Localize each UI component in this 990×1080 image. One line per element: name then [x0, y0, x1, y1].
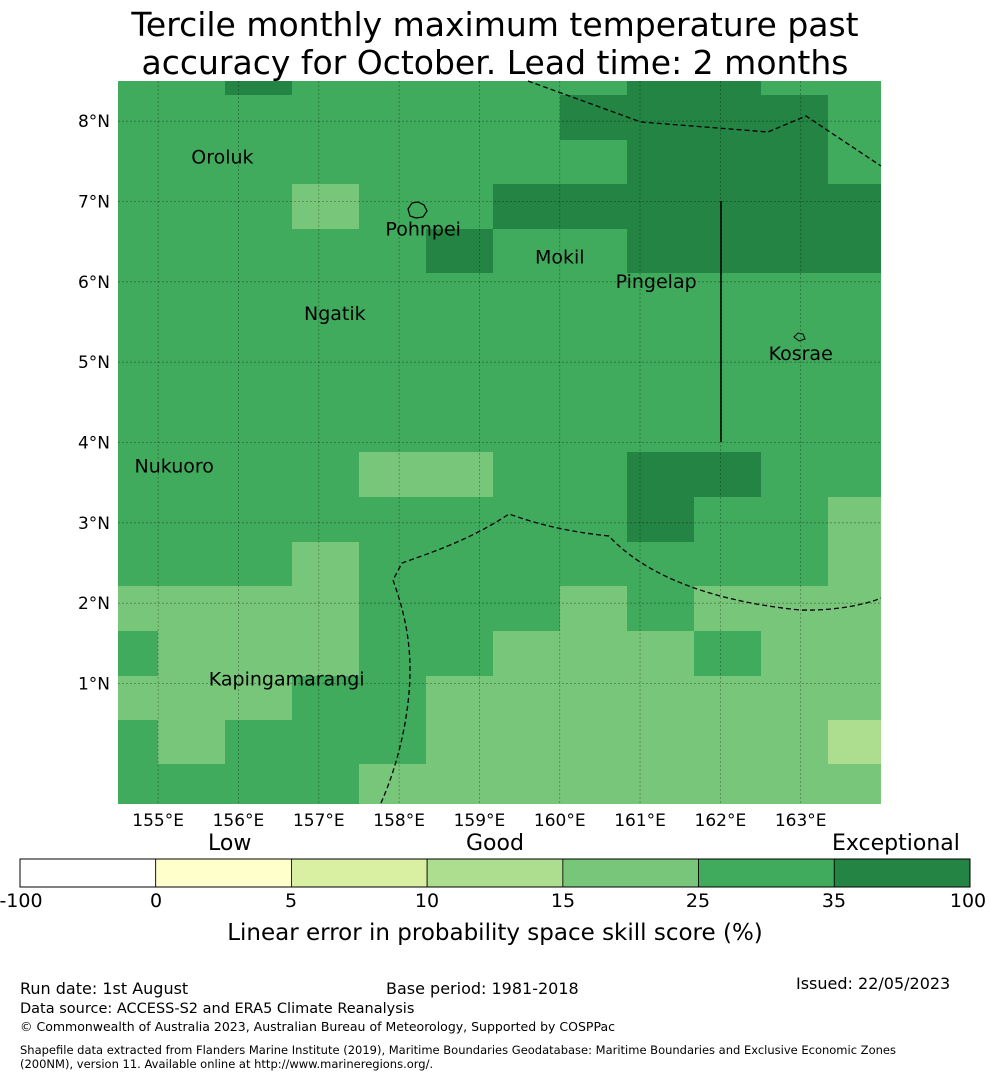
skill-cell [761, 631, 881, 676]
title-line-2: accuracy for October. Lead time: 2 month… [141, 43, 849, 82]
lat-tick-label: 1°N [78, 675, 110, 695]
skill-cell [627, 497, 694, 542]
category-low: Low [208, 831, 252, 856]
map-axes: 155°E 156°E 157°E 158°E 159°E 160°E 161°E 162°E… [78, 112, 827, 831]
skill-cell [828, 497, 881, 586]
lat-tick-label: 3°N [78, 514, 110, 534]
colorbar-swatch [291, 858, 428, 888]
category-exceptional: Exceptional [832, 831, 960, 856]
lon-tick-label: 158°E [373, 811, 425, 831]
lat-tick-label: 8°N [78, 112, 110, 132]
place-label: Nukuoro [135, 456, 214, 478]
lat-tick-label: 5°N [78, 353, 110, 373]
skill-cell [292, 184, 359, 229]
skill-cell [118, 676, 292, 720]
skill-cell [560, 586, 627, 631]
skill-cell [158, 631, 359, 676]
run-date: Run date: 1st August [20, 979, 189, 998]
skill-grid [118, 81, 881, 804]
copyright: © Commonwealth of Australia 2023, Austra… [20, 1019, 615, 1034]
lon-tick-label: 156°E [213, 811, 265, 831]
skill-cell [426, 229, 493, 273]
kosrae-island-outline [793, 332, 806, 342]
skill-cell [828, 720, 881, 764]
tick-0: 0 [149, 890, 163, 912]
tick-5: 5 [284, 890, 298, 912]
colorbar-swatch [562, 858, 699, 888]
lon-tick-label: 161°E [614, 811, 666, 831]
colorbar-swatch [155, 858, 292, 888]
shapefile-credit-2: (200NM), version 11. Available online at… [20, 1057, 434, 1071]
tick-15: 15 [550, 890, 576, 912]
skill-cell [493, 184, 881, 229]
place-label: Kapingamarangi [209, 668, 365, 690]
lat-tick-label: 6°N [78, 273, 110, 293]
tick-10: 10 [414, 890, 440, 912]
tick-35: 35 [821, 890, 847, 912]
place-label: Ngatik [304, 303, 366, 325]
place-label: Pingelap [616, 271, 697, 293]
colorbar-swatch [426, 858, 564, 888]
category-good: Good [466, 831, 524, 856]
colorbar-swatch [19, 858, 157, 888]
skill-cell [292, 542, 359, 586]
eez-boundaries [380, 80, 882, 804]
skill-cell [627, 140, 828, 184]
tick-25: 25 [685, 890, 711, 912]
skill-cell [493, 631, 694, 676]
lon-tick-label: 155°E [132, 811, 184, 831]
skill-cell [627, 81, 761, 95]
skill-cell [158, 720, 225, 764]
base-period: Base period: 1981-2018 [386, 979, 579, 998]
lon-tick-label: 160°E [534, 811, 586, 831]
eez-boundary-south [380, 513, 882, 804]
graticule [118, 81, 881, 804]
lon-tick-label: 157°E [293, 811, 345, 831]
place-label: Oroluk [191, 146, 253, 168]
colorbar [19, 858, 971, 888]
place-labels: Oroluk Pohnpei Mokil Pingelap Ngatik Kosrae Nu… [135, 146, 833, 690]
pohnpei-island-outline [407, 201, 428, 219]
issued-date: Issued: 22/05/2023 [796, 974, 951, 993]
skill-cell [627, 229, 881, 273]
skill-cell [828, 764, 881, 804]
skill-cell [118, 586, 359, 631]
skill-cell [359, 764, 881, 804]
skill-cell [426, 676, 881, 720]
place-label: Pohnpei [385, 219, 461, 241]
skill-cell [426, 720, 828, 764]
title-line-1: Tercile monthly maximum temperature past [131, 5, 859, 44]
tick-100: 100 [949, 890, 987, 912]
skill-cell [359, 452, 493, 497]
lon-tick-label: 162°E [695, 811, 747, 831]
skill-cell [560, 95, 828, 140]
colorbar-label: Linear error in probability space skill … [227, 920, 763, 946]
place-label: Kosrae [769, 343, 833, 365]
colorbar-outline [19, 858, 971, 888]
place-label: Mokil [535, 247, 585, 269]
colorbar-swatch [833, 858, 971, 888]
skill-cell [225, 81, 292, 95]
lat-tick-label: 2°N [78, 594, 110, 614]
lat-tick-label: 4°N [78, 434, 110, 454]
eez-boundary-north [527, 80, 882, 167]
skill-cell [627, 452, 761, 497]
tick-minus100: -100 [0, 890, 43, 912]
map-title: Tercile monthly maximum temperature past… [0, 6, 990, 82]
lon-tick-label: 159°E [454, 811, 506, 831]
lat-tick-label: 7°N [78, 193, 110, 213]
colorbar-swatch [698, 858, 835, 888]
lon-tick-label: 163°E [775, 811, 827, 831]
shapefile-credit-1: Shapefile data extracted from Flanders M… [20, 1043, 896, 1057]
data-source: Data source: ACCESS-S2 and ERA5 Climate … [20, 1001, 415, 1017]
